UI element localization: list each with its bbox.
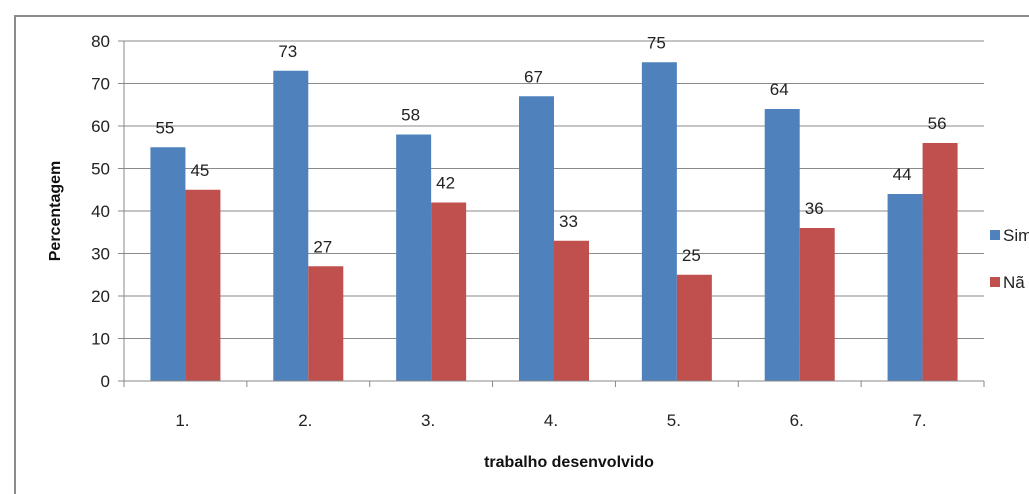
bar-não-4: [554, 240, 589, 381]
bar-sim-6: [764, 109, 800, 381]
bar-não-7: [922, 143, 958, 381]
data-label: 42: [436, 174, 455, 193]
legend-label-não: Nã: [1003, 273, 1025, 292]
y-tick-label: 50: [91, 160, 110, 179]
y-tick-label: 60: [91, 117, 110, 136]
bar-não-2: [308, 266, 344, 381]
x-tick-label: 7.: [912, 411, 926, 430]
legend: Sim Nã: [990, 226, 1029, 292]
data-label: 27: [313, 237, 332, 256]
bar-não-5: [676, 274, 712, 381]
legend-swatch-sim: [990, 230, 1000, 240]
data-label: 44: [893, 165, 912, 184]
x-tick-label: 1.: [175, 411, 189, 430]
x-axis-title: trabalho desenvolvido: [484, 454, 654, 471]
data-label: 58: [401, 106, 420, 125]
y-axis-ticks: 0 10 20 30 40 50 60 70 80: [91, 32, 124, 391]
x-tick-label: 6.: [790, 411, 804, 430]
data-labels: 55 45 73 27 58 42 67 33 75 25 64 36 44 56: [155, 33, 946, 265]
bar-sim-4: [519, 96, 554, 381]
bars: [150, 62, 958, 381]
bar-sim-3: [396, 134, 432, 381]
data-label: 67: [524, 67, 543, 86]
data-label: 64: [770, 80, 789, 99]
bar-sim-2: [273, 70, 309, 381]
y-tick-label: 70: [91, 75, 110, 94]
data-label: 73: [278, 42, 297, 61]
x-tick-label: 3.: [421, 411, 435, 430]
bar-sim-1: [150, 147, 186, 381]
bar-não-1: [185, 189, 221, 381]
y-tick-label: 10: [91, 330, 110, 349]
y-tick-label: 80: [91, 32, 110, 51]
x-axis-ticks: 1. 2. 3. 4. 5. 6. 7.: [123, 381, 985, 430]
y-axis-title: Percentagem: [47, 161, 64, 262]
data-label: 25: [682, 246, 701, 265]
y-tick-label: 40: [91, 202, 110, 221]
data-label: 36: [805, 199, 824, 218]
legend-swatch-não: [990, 277, 1000, 287]
x-tick-label: 2.: [298, 411, 312, 430]
legend-label-sim: Sim: [1003, 226, 1029, 245]
y-tick-label: 20: [91, 287, 110, 306]
x-tick-label: 5.: [667, 411, 681, 430]
bar-sim-7: [887, 194, 923, 381]
bar-não-6: [799, 228, 835, 381]
data-label: 75: [647, 33, 666, 52]
bar-sim-5: [641, 62, 677, 381]
data-label: 33: [559, 212, 578, 231]
data-label: 56: [928, 114, 947, 133]
x-tick-label: 4.: [544, 411, 558, 430]
y-tick-label: 30: [91, 245, 110, 264]
y-tick-label: 0: [101, 372, 110, 391]
data-label: 55: [155, 118, 174, 137]
bar-não-3: [431, 202, 467, 381]
data-label: 45: [190, 161, 209, 180]
